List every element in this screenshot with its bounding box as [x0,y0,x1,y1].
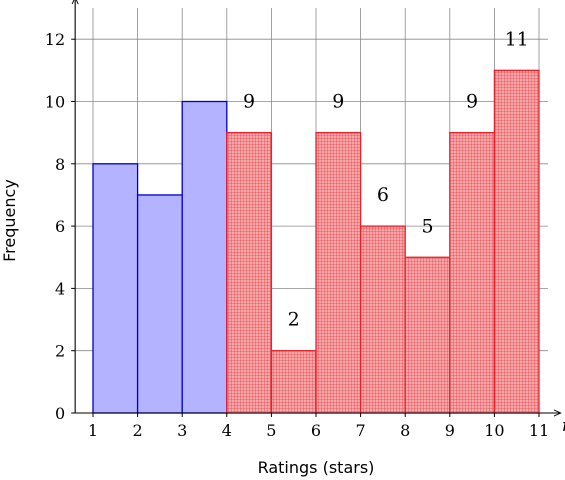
data-label-6-7: 9 [332,91,344,113]
bar-5-6 [270,350,317,414]
x-tick-label-4: 4 [222,421,232,440]
data-label-7-8: 6 [377,184,389,206]
data-label-9-10: 9 [466,91,478,113]
y-tick-label-8: 8 [55,155,65,174]
data-label-10-11: 11 [505,28,529,50]
y-tick-label-0: 0 [55,404,65,423]
y-axis-title: Frequency [0,179,19,262]
data-labels: 9 2 9 6 5 9 11 [243,28,529,330]
bars [92,69,540,414]
y-tick-label-10: 10 [45,93,65,112]
x-axis-variable: r [562,416,565,436]
x-tick-label-8: 8 [400,421,410,440]
bar-4-5 [226,131,273,414]
x-axis-title: Ratings (stars) [258,458,375,477]
bar-2-3 [136,194,183,414]
bar-10-11 [493,69,540,414]
x-tick-label-5: 5 [266,421,276,440]
x-tick-label-10: 10 [484,421,504,440]
bar-7-8 [359,225,406,414]
bar-6-7 [315,131,362,414]
y-tick-label-12: 12 [45,30,65,49]
bar-8-9 [404,256,451,414]
data-label-8-9: 5 [421,215,433,237]
bar-3-4 [181,100,228,414]
x-tick-label-9: 9 [445,421,455,440]
x-tick-label-6: 6 [311,421,321,440]
x-tick-label-11: 11 [529,421,549,440]
x-tick-label-1: 1 [88,421,98,440]
data-label-4-5: 9 [243,91,255,113]
x-tick-label-7: 7 [356,421,366,440]
data-label-5-6: 2 [288,309,300,331]
bar-1-2 [92,163,139,414]
y-tick-label-2: 2 [55,342,65,361]
y-tick-label-6: 6 [55,217,65,236]
bar-9-10 [449,131,496,414]
x-tick-label-2: 2 [133,421,143,440]
y-tick-label-4: 4 [55,279,65,298]
x-tick-label-3: 3 [177,421,187,440]
